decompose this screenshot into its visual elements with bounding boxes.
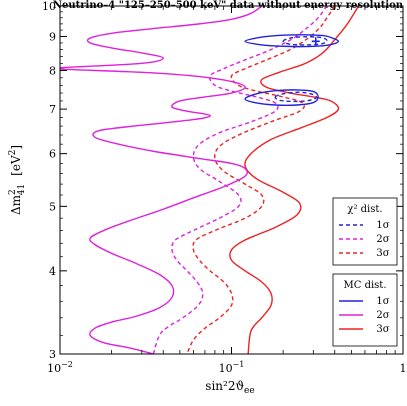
y-axis-label-unit-post: ] <box>9 145 23 150</box>
y-tick-label: 4 <box>49 265 56 278</box>
contour-chi2-1sigma-upper <box>282 36 328 46</box>
legend-title: MC dist. <box>344 280 387 291</box>
legend-entry-label: 2σ <box>376 234 389 245</box>
y-axis-label-unit-sup: 2 <box>8 150 18 156</box>
y-axis-label: Δm241[eV2] <box>8 145 27 215</box>
contour-chi2-2sigma <box>152 6 328 354</box>
x-tick-label: 10−1 <box>219 360 245 375</box>
x-axis-label: sin²2ϑee <box>205 379 254 396</box>
contour-mc-1sigma-upper <box>244 34 340 48</box>
legend-entry-label: 3σ <box>376 248 389 259</box>
contour-mc-1sigma-lower <box>244 89 319 106</box>
axis-ticks: 10−2 10−1 1 3 4 5 6 7 8 9 10 <box>42 0 407 375</box>
contour-chi2-1sigma-lower <box>274 91 318 103</box>
contour-mc-3sigma <box>229 6 360 354</box>
legend-entry-label: 2σ <box>376 310 389 321</box>
y-tick-label: 10 <box>42 0 56 13</box>
y-axis-label-sup: 2 <box>8 189 18 195</box>
contour-chi2-3sigma <box>186 6 336 354</box>
legend-entry-label: 3σ <box>376 324 389 335</box>
y-axis-label-main: Δm <box>9 194 23 215</box>
legend-entry-label: 1σ <box>376 296 389 307</box>
x-tick-label: 1 <box>400 362 407 375</box>
best-fit-marker <box>311 37 320 46</box>
y-axis-label-sub: 41 <box>17 184 27 195</box>
plot-area <box>60 6 360 354</box>
y-tick-label: 3 <box>49 348 56 361</box>
legend-entry-label: 1σ <box>376 220 389 231</box>
y-tick-label: 5 <box>49 200 56 213</box>
y-axis-label-unit-pre: [eV <box>9 155 23 176</box>
y-tick-label: 6 <box>49 148 56 161</box>
x-axis-label-sub: ee <box>244 386 255 396</box>
legends: χ² dist. 1σ 2σ 3σ MC dist. 1σ 2σ 3σ <box>332 197 398 347</box>
legend-box: χ² dist. 1σ 2σ 3σ <box>332 197 398 266</box>
y-tick-label: 8 <box>49 64 56 77</box>
x-axis-label-main: sin²2ϑ <box>205 379 244 393</box>
y-tick-label: 9 <box>49 30 56 43</box>
legend-frame <box>332 197 398 266</box>
legend-frame <box>332 273 398 347</box>
contour-mc-2sigma <box>60 6 263 354</box>
x-tick-label: 10−2 <box>47 360 73 375</box>
legend-box: MC dist. 1σ 2σ 3σ <box>332 273 398 347</box>
legend-title: χ² dist. <box>347 204 382 215</box>
y-tick-label: 7 <box>49 103 56 116</box>
